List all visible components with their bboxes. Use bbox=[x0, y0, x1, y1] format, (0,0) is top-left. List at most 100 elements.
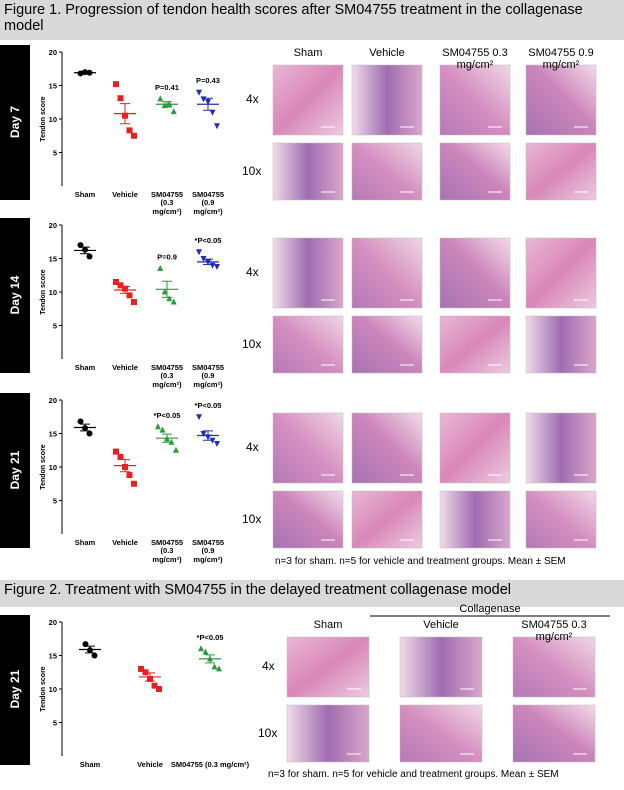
histology-image bbox=[272, 412, 344, 484]
histology-image bbox=[525, 490, 597, 549]
magnification-label: 10x bbox=[258, 725, 278, 740]
y-axis-label: Tendon score bbox=[40, 269, 47, 314]
y-tick-label: 5 bbox=[53, 719, 57, 728]
histology-image bbox=[351, 315, 423, 374]
x-tick-label: Vehicle bbox=[112, 363, 138, 372]
data-point bbox=[142, 669, 149, 676]
x-tick-label: Sham bbox=[74, 538, 96, 547]
x-tick-label: Sham bbox=[74, 363, 96, 372]
y-tick-label: 20 bbox=[49, 396, 57, 405]
histology-image bbox=[525, 64, 597, 136]
day-label: Day 21 bbox=[8, 669, 22, 709]
histology-image bbox=[512, 704, 596, 763]
x-tick-label: SM04755 (0.9 mg/cm²) bbox=[191, 190, 225, 216]
data-point bbox=[155, 423, 161, 430]
column-header: SM04755 0.3 mg/cm² bbox=[442, 47, 508, 72]
data-point bbox=[202, 648, 209, 655]
column-header: Vehicle bbox=[369, 47, 405, 59]
error-bar bbox=[80, 246, 90, 255]
x-tick-label: Vehicle bbox=[112, 190, 138, 199]
histology-image bbox=[439, 237, 511, 309]
data-point bbox=[117, 282, 124, 289]
day-label: Day 21 bbox=[8, 450, 22, 489]
significance-label: P=0.9 bbox=[157, 253, 177, 262]
y-tick-label: 10 bbox=[49, 685, 57, 694]
x-tick-label: SM04755 (0.3 mg/cm²) bbox=[150, 190, 184, 216]
magnification-label: 4x bbox=[246, 440, 259, 454]
error-bar bbox=[162, 280, 172, 298]
group-header: Collagenase bbox=[459, 603, 521, 615]
error-bar bbox=[203, 97, 213, 111]
error-bar bbox=[85, 645, 95, 654]
error-bar bbox=[203, 430, 213, 441]
histology-image bbox=[351, 64, 423, 136]
x-tick-label: SM04755 (0.3 mg/cm²) bbox=[170, 760, 250, 769]
data-point bbox=[161, 288, 168, 295]
y-tick-label: 10 bbox=[49, 463, 57, 472]
data-point bbox=[157, 95, 164, 102]
error-bar bbox=[120, 459, 130, 473]
figure-title: Figure 2. Treatment with SM04755 in the … bbox=[4, 582, 511, 598]
column-header: Vehicle bbox=[423, 619, 459, 631]
x-tick-label: SM04755 (0.3 mg/cm²) bbox=[150, 363, 184, 389]
data-point bbox=[166, 295, 173, 302]
data-point bbox=[209, 262, 216, 269]
column-header: Sham bbox=[293, 47, 323, 59]
histology-image bbox=[439, 142, 511, 201]
histology-image bbox=[272, 315, 344, 374]
data-point bbox=[173, 446, 179, 453]
day-box bbox=[0, 45, 30, 200]
data-point bbox=[170, 108, 177, 115]
significance-label: P=0.41 bbox=[155, 83, 179, 92]
x-tick-label: Sham bbox=[74, 190, 96, 199]
data-point bbox=[138, 665, 144, 672]
magnification-label: 4x bbox=[262, 659, 275, 673]
data-point bbox=[126, 127, 133, 134]
error-bar bbox=[80, 423, 90, 432]
data-point bbox=[82, 641, 89, 648]
error-bar bbox=[203, 258, 213, 266]
x-tick-label: Vehicle bbox=[112, 538, 138, 547]
y-tick-label: 20 bbox=[49, 618, 57, 627]
x-tick-label: Sham bbox=[79, 760, 101, 769]
data-point bbox=[156, 686, 162, 692]
data-point bbox=[151, 682, 158, 689]
histology-image bbox=[512, 636, 596, 698]
histology-image bbox=[351, 412, 423, 484]
data-point bbox=[214, 264, 220, 271]
column-header: SM04755 0.3 mg/cm² bbox=[521, 619, 587, 644]
histology-image bbox=[351, 142, 423, 201]
y-tick-label: 15 bbox=[49, 255, 57, 264]
histology-image bbox=[439, 64, 511, 136]
significance-label: *P<0.05 bbox=[195, 236, 222, 245]
error-bar bbox=[205, 654, 215, 664]
column-header: SM04755 0.9 mg/cm² bbox=[528, 47, 594, 72]
day-box bbox=[0, 393, 30, 548]
day-box bbox=[0, 615, 30, 765]
histology-image bbox=[272, 237, 344, 309]
figure-header bbox=[0, 580, 624, 607]
data-point bbox=[131, 480, 137, 487]
histology-image bbox=[286, 704, 370, 763]
histology-image bbox=[525, 315, 597, 374]
histology-image bbox=[272, 142, 344, 201]
data-point bbox=[86, 430, 93, 437]
significance-label: *P<0.05 bbox=[195, 401, 222, 410]
x-tick-label: SM04755 (0.3 mg/cm²) bbox=[150, 538, 184, 564]
error-bar bbox=[120, 103, 130, 125]
histology-image bbox=[272, 490, 344, 549]
significance-label: *P<0.05 bbox=[197, 633, 224, 642]
y-tick-label: 20 bbox=[49, 221, 57, 230]
day-label: Day 7 bbox=[8, 105, 22, 138]
histology-image bbox=[439, 490, 511, 549]
day-box bbox=[0, 218, 30, 373]
error-bar bbox=[162, 101, 172, 108]
data-point bbox=[117, 95, 124, 102]
data-point bbox=[159, 426, 166, 433]
histology-image bbox=[272, 64, 344, 136]
data-point bbox=[170, 298, 177, 305]
error-bar bbox=[80, 71, 90, 74]
y-tick-label: 10 bbox=[49, 288, 57, 297]
data-point bbox=[113, 278, 119, 285]
